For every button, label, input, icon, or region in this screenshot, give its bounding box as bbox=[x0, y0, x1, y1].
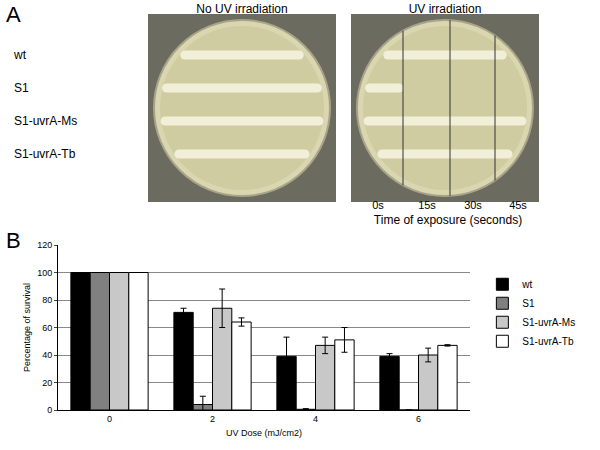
svg-text:S1-uvrA-Tb: S1-uvrA-Tb bbox=[522, 336, 574, 347]
svg-text:4: 4 bbox=[313, 414, 318, 424]
svg-text:S1: S1 bbox=[14, 81, 29, 95]
svg-text:6: 6 bbox=[416, 414, 421, 424]
svg-text:Time of exposure (seconds): Time of exposure (seconds) bbox=[374, 213, 522, 227]
svg-text:0: 0 bbox=[107, 414, 112, 424]
svg-text:80: 80 bbox=[42, 295, 52, 305]
svg-text:0: 0 bbox=[47, 405, 52, 415]
svg-text:S1-uvrA-Ms: S1-uvrA-Ms bbox=[14, 114, 77, 128]
svg-text:Percentage of survival: Percentage of survival bbox=[22, 283, 32, 372]
svg-text:120: 120 bbox=[37, 240, 52, 250]
svg-text:wt: wt bbox=[13, 48, 27, 62]
svg-text:S1: S1 bbox=[522, 298, 535, 309]
svg-text:wt: wt bbox=[521, 279, 532, 290]
svg-text:45s: 45s bbox=[509, 199, 527, 211]
svg-text:20: 20 bbox=[42, 378, 52, 388]
html-text:B: B bbox=[6, 228, 21, 253]
html-text:A: A bbox=[6, 2, 21, 27]
svg-text:40: 40 bbox=[42, 350, 52, 360]
svg-text:UV irradiation: UV irradiation bbox=[409, 2, 482, 16]
svg-text:60: 60 bbox=[42, 323, 52, 333]
svg-text:S1-uvrA-Ms: S1-uvrA-Ms bbox=[522, 317, 575, 328]
svg-text:UV Dose (mJ/cm2): UV Dose (mJ/cm2) bbox=[226, 428, 302, 438]
svg-text:30s: 30s bbox=[464, 199, 482, 211]
svg-text:0s: 0s bbox=[372, 199, 384, 211]
svg-text:S1-uvrA-Tb: S1-uvrA-Tb bbox=[14, 147, 76, 161]
svg-text:2: 2 bbox=[210, 414, 215, 424]
svg-text:100: 100 bbox=[37, 268, 52, 278]
svg-text:No UV irradiation: No UV irradiation bbox=[196, 2, 287, 16]
svg-text:15s: 15s bbox=[418, 199, 436, 211]
